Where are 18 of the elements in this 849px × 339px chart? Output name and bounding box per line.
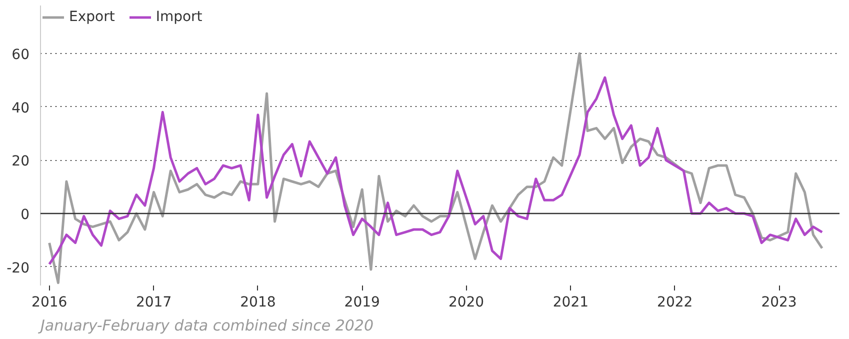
x-tick-label: 2023: [761, 294, 797, 310]
x-tick-label: 2016: [32, 294, 68, 310]
y-tick-label: 0: [20, 207, 30, 223]
x-tick-label: 2018: [240, 294, 276, 310]
x-tick-label: 2022: [657, 294, 693, 310]
y-tick-label: 40: [12, 100, 30, 116]
x-tick-label: 2019: [344, 294, 380, 310]
x-tick-label: 2017: [136, 294, 172, 310]
legend-label: Export: [69, 9, 115, 25]
line-series: [48, 76, 824, 266]
y-tick-label: 60: [12, 47, 30, 63]
x-tick-label: 2020: [448, 294, 484, 310]
line-series: [48, 52, 824, 284]
y-tick-label: -20: [6, 260, 30, 276]
legend-label: Import: [156, 9, 202, 25]
y-tick-label: 20: [12, 154, 30, 170]
x-tick-label: 2021: [552, 294, 589, 310]
text: January-February data combined since 2020: [38, 316, 374, 334]
